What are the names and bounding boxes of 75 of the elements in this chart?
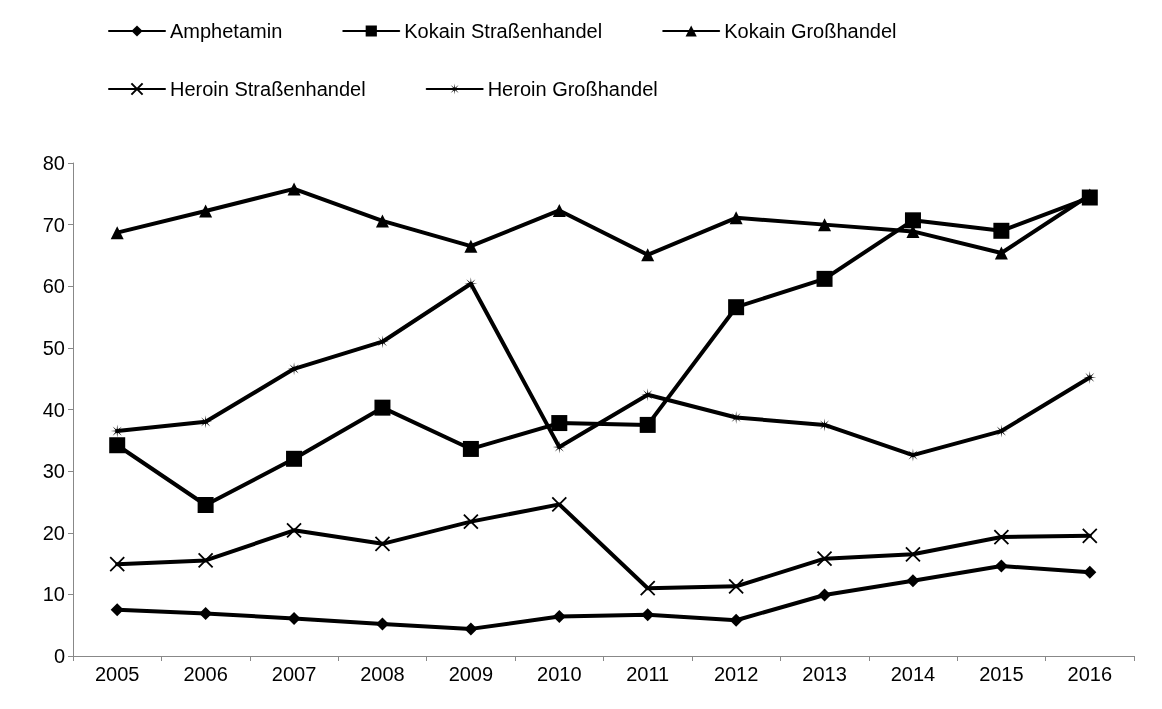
point <box>197 552 214 569</box>
x-tick-label: 2012 <box>713 663 759 685</box>
point <box>905 546 921 563</box>
x-tick-label: 2010 <box>537 663 582 685</box>
point <box>110 226 124 240</box>
point <box>904 212 921 229</box>
point <box>374 399 391 416</box>
point <box>1083 565 1097 579</box>
point <box>729 613 743 627</box>
legend-label: Kokain Großhandel <box>724 20 897 42</box>
point <box>994 559 1008 573</box>
point <box>552 203 566 217</box>
y-tick-label: 80 <box>42 152 65 174</box>
x-tick-label: 2007 <box>271 663 317 685</box>
x-tick-label: 2006 <box>183 663 228 685</box>
point <box>552 610 566 624</box>
legend-label: Amphetamin <box>170 20 283 42</box>
x-tick-label: 2005 <box>94 663 140 685</box>
point <box>1081 189 1098 206</box>
x-tick-label: 2009 <box>448 663 494 685</box>
legend-label: Kokain Straßenhandel <box>404 20 603 42</box>
point <box>641 388 655 402</box>
point <box>816 550 833 567</box>
point <box>464 622 478 636</box>
point <box>462 513 479 530</box>
point <box>639 580 656 597</box>
point <box>374 535 391 552</box>
point <box>199 606 213 620</box>
y-tick-label: 70 <box>42 213 65 236</box>
point <box>1081 527 1098 544</box>
point <box>287 611 301 625</box>
point <box>375 214 389 228</box>
point <box>110 603 124 617</box>
y-tick-label: 0 <box>53 645 65 667</box>
point <box>375 335 389 349</box>
point <box>462 440 479 457</box>
y-tick-label: 30 <box>42 460 65 483</box>
y-tick-label: 40 <box>42 398 65 421</box>
point <box>728 578 745 595</box>
x-tick-label: 2016 <box>1067 663 1113 685</box>
legend-label: Heroin Großhandel <box>487 78 658 100</box>
point <box>464 277 478 291</box>
y-tick-label: 20 <box>42 521 65 544</box>
x-tick-label: 2015 <box>979 663 1024 685</box>
legend-label: Heroin Straßenhandel <box>170 78 366 100</box>
point <box>641 248 655 262</box>
point <box>994 246 1008 260</box>
y-tick-label: 50 <box>42 336 65 359</box>
point <box>287 182 301 196</box>
point <box>375 617 389 631</box>
point <box>993 222 1010 239</box>
x-tick-label: 2011 <box>626 663 670 685</box>
point <box>109 556 126 573</box>
y-tick-label: 10 <box>42 583 65 606</box>
x-tick-label: 2008 <box>360 663 405 685</box>
point <box>551 496 568 513</box>
point <box>286 450 303 467</box>
point <box>639 416 656 433</box>
point <box>906 574 920 588</box>
point <box>729 211 743 225</box>
x-tick-label: 2014 <box>890 663 936 685</box>
point <box>728 299 745 316</box>
point <box>641 608 655 622</box>
point <box>464 239 478 253</box>
point <box>818 218 832 232</box>
x-tick-label: 2013 <box>802 663 847 685</box>
point <box>109 437 126 454</box>
y-tick-label: 60 <box>42 275 65 298</box>
point <box>993 529 1010 545</box>
point <box>816 270 833 287</box>
point <box>551 415 568 432</box>
point <box>199 204 213 218</box>
point <box>286 522 302 539</box>
point <box>818 588 832 602</box>
point <box>197 497 214 514</box>
